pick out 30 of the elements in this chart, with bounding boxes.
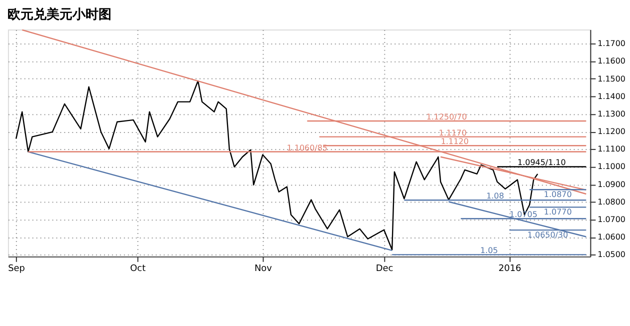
y-tick-label: 1.0600 [598, 232, 626, 242]
series-label: 1.0770 [544, 208, 572, 217]
series-label: 1.1250/70 [426, 112, 467, 122]
x-tick-label: Sep [8, 264, 26, 274]
y-tick-label: 1.1000 [598, 162, 626, 172]
x-tick-label: 2016 [498, 264, 522, 274]
series-label: 1.0705 [510, 210, 538, 220]
series-label: 1.1060/85 [286, 143, 328, 152]
series-label: 1.1120 [440, 137, 469, 146]
chart-title: 欧元兑美元小时图 [8, 6, 112, 23]
y-tick-label: 1.1500 [598, 74, 626, 84]
y-tick-label: 1.1200 [598, 127, 626, 136]
series-label: 1.0870 [544, 190, 572, 200]
x-tick-label: Dec [376, 264, 394, 274]
y-tick-label: 1.0700 [598, 214, 626, 224]
x-tick-label: Oct [130, 264, 146, 274]
y-tick-label: 1.0500 [598, 250, 626, 260]
x-tick-label: Nov [254, 264, 273, 274]
series-label: 1.0650/30 [527, 230, 568, 240]
y-tick-label: 1.1300 [598, 109, 626, 118]
y-tick-label: 1.0900 [598, 180, 626, 189]
y-tick-label: 1.1700 [598, 39, 626, 48]
y-tick-label: 1.1100 [598, 144, 626, 154]
series-label: 1.1170 [438, 128, 467, 138]
y-tick-label: 1.1400 [598, 92, 626, 101]
y-tick-label: 1.1600 [598, 56, 626, 66]
y-tick-label: 1.0800 [598, 197, 626, 206]
series-label: 1.05 [480, 246, 498, 256]
series-label: 1.08 [486, 192, 504, 201]
series-label: 1.0945/1.10 [518, 158, 566, 168]
